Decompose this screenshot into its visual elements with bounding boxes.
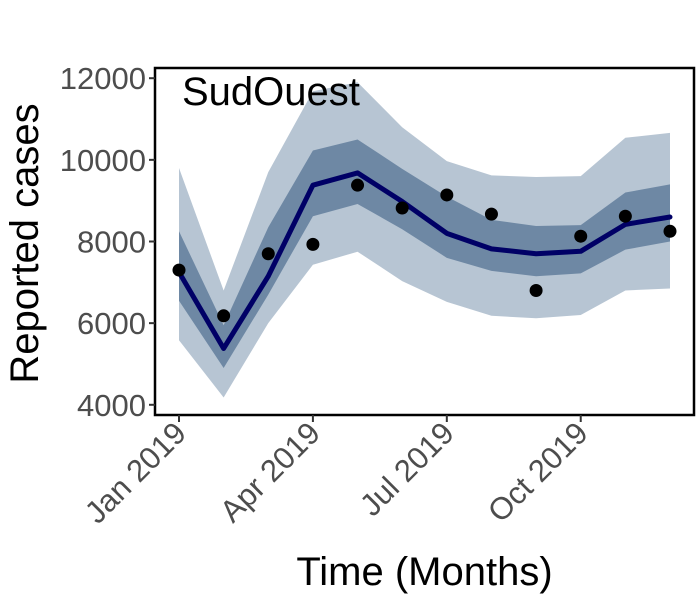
y-tick-label: 4000 [77, 388, 146, 423]
series-lines [176, 170, 673, 351]
data-point [261, 247, 275, 261]
x-tick-label: Apr 2019 [213, 415, 327, 529]
data-point [217, 309, 231, 323]
data-point [351, 178, 365, 192]
confidence-bands [179, 82, 670, 398]
series-line-0 [176, 170, 673, 351]
y-tick-label: 8000 [77, 225, 146, 260]
data-point [663, 224, 677, 238]
y-tick-label: 12000 [60, 61, 146, 96]
y-tick-label: 6000 [77, 306, 146, 341]
data-point [395, 201, 409, 215]
band-inner [179, 139, 670, 369]
x-tick-label: Jan 2019 [78, 415, 193, 530]
data-points [172, 178, 677, 323]
x-tick-label: Oct 2019 [481, 415, 595, 529]
data-point [440, 188, 454, 202]
data-point [306, 237, 320, 251]
data-point [484, 207, 498, 221]
y-tick-label: 10000 [60, 143, 146, 178]
y-axis-title: Reported cases [3, 103, 47, 383]
x-tick-label: Jul 2019 [353, 415, 461, 523]
data-point [574, 229, 588, 243]
panel-label: SudOuest [182, 70, 360, 114]
data-point [618, 209, 632, 223]
data-point [172, 263, 186, 277]
x-axis: Jan 2019 Apr 2019 Jul 2019 Oct 2019 [78, 415, 595, 530]
y-axis: 4000 6000 8000 10000 12000 [60, 61, 155, 423]
x-axis-title: Time (Months) [296, 550, 552, 594]
data-point [529, 283, 543, 297]
